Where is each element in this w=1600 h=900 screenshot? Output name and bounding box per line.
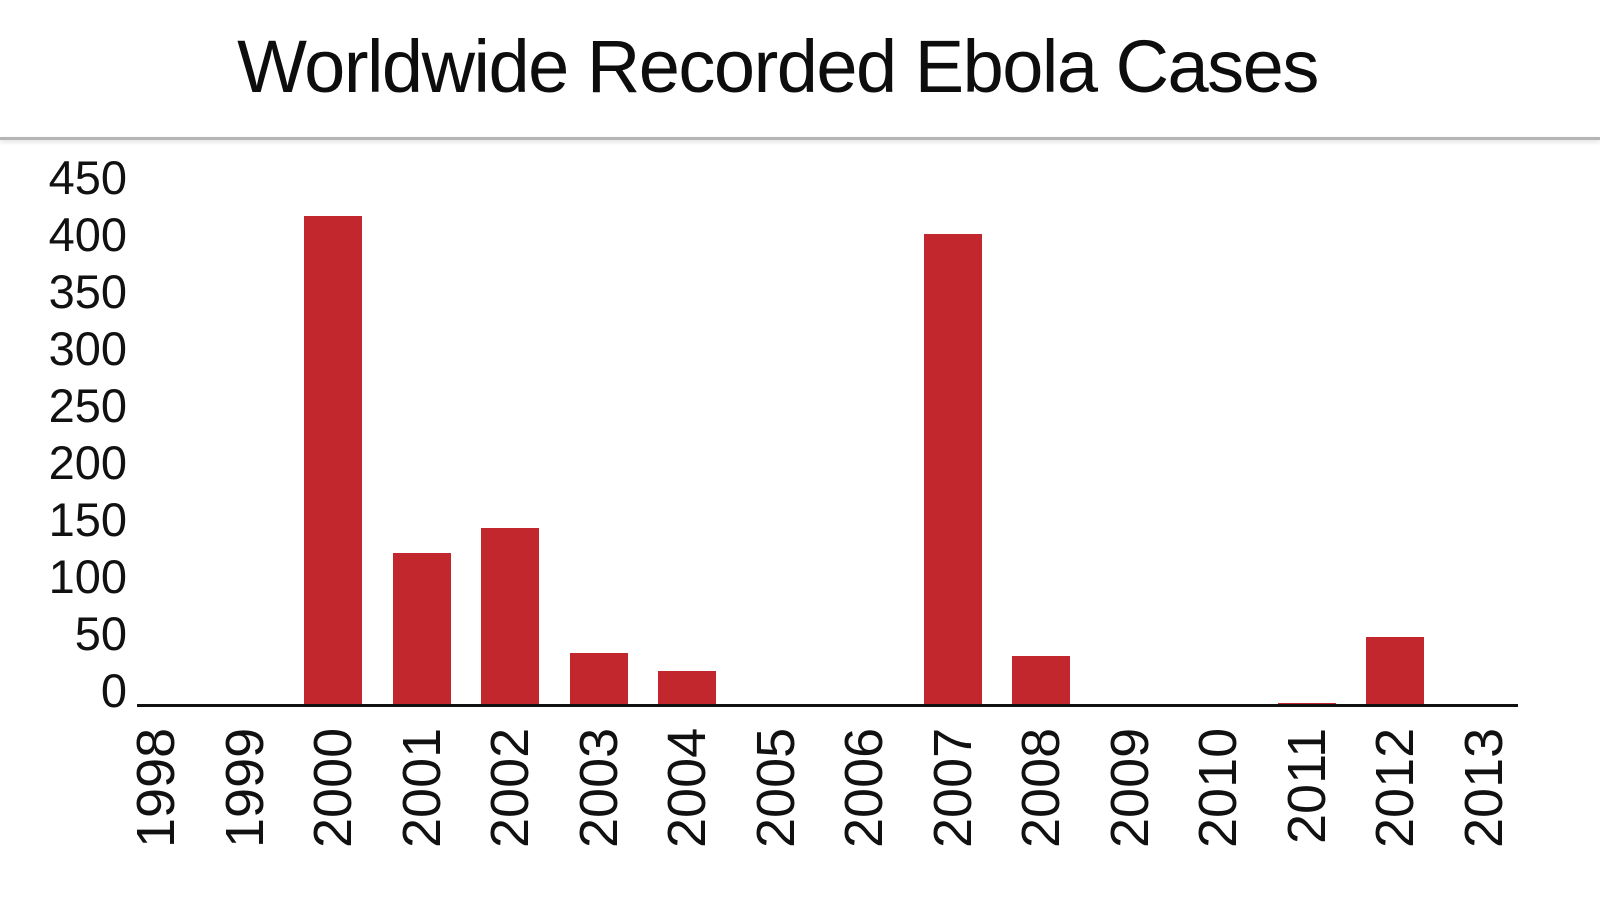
y-tick-label: 400 — [48, 208, 127, 261]
bar-2008 — [1012, 655, 1070, 705]
y-tick-label: 0 — [100, 664, 127, 717]
chart-title: Worldwide Recorded Ebola Cases — [237, 25, 1319, 108]
bar-chart: 450 400 350 300 250 200 150 100 50 0 1998 1999 2000… — [0, 140, 1600, 900]
y-tick-label: 200 — [48, 436, 127, 489]
x-tick-label: 2003 — [568, 727, 629, 848]
x-tick-label: 2002 — [480, 727, 540, 848]
bar-2007 — [923, 234, 982, 705]
bar-2011 — [1277, 702, 1336, 705]
x-tick-label: 1999 — [214, 727, 275, 848]
x-tick-label: 2001 — [391, 727, 452, 848]
x-tick-label: 2007 — [922, 727, 983, 848]
x-tick-label: 2009 — [1099, 727, 1160, 848]
y-tick-label: 100 — [48, 550, 127, 603]
y-tick-label: 250 — [48, 379, 127, 432]
y-tick-label: 350 — [48, 265, 127, 318]
bar-2002 — [481, 528, 539, 705]
x-tick-label: 2012 — [1365, 727, 1425, 848]
chart-header: Worldwide Recorded Ebola Cases — [0, 0, 1600, 137]
y-tick-label: 300 — [48, 322, 127, 375]
bar-2012 — [1366, 636, 1424, 705]
y-tick-label: 450 — [48, 151, 127, 204]
x-axis-baseline — [137, 704, 1518, 707]
x-tick-label: 1998 — [126, 727, 186, 848]
x-tick-label: 2013 — [1453, 727, 1514, 848]
x-tick-label: 2004 — [657, 727, 717, 848]
bar-2000 — [304, 215, 362, 705]
x-tick-label: 2000 — [303, 727, 363, 848]
y-tick-label: 150 — [48, 493, 127, 546]
x-tick-label: 2011 — [1276, 727, 1337, 844]
x-tick-label: 2008 — [1011, 727, 1071, 848]
header-divider — [0, 137, 1600, 140]
x-tick-label: 2006 — [834, 727, 894, 848]
bar-2004 — [658, 670, 716, 705]
bar-2001 — [392, 553, 451, 705]
x-tick-label: 2010 — [1188, 727, 1248, 848]
bar-2003 — [569, 652, 628, 705]
x-tick-label: 2005 — [745, 727, 806, 848]
y-tick-label: 50 — [74, 607, 127, 660]
